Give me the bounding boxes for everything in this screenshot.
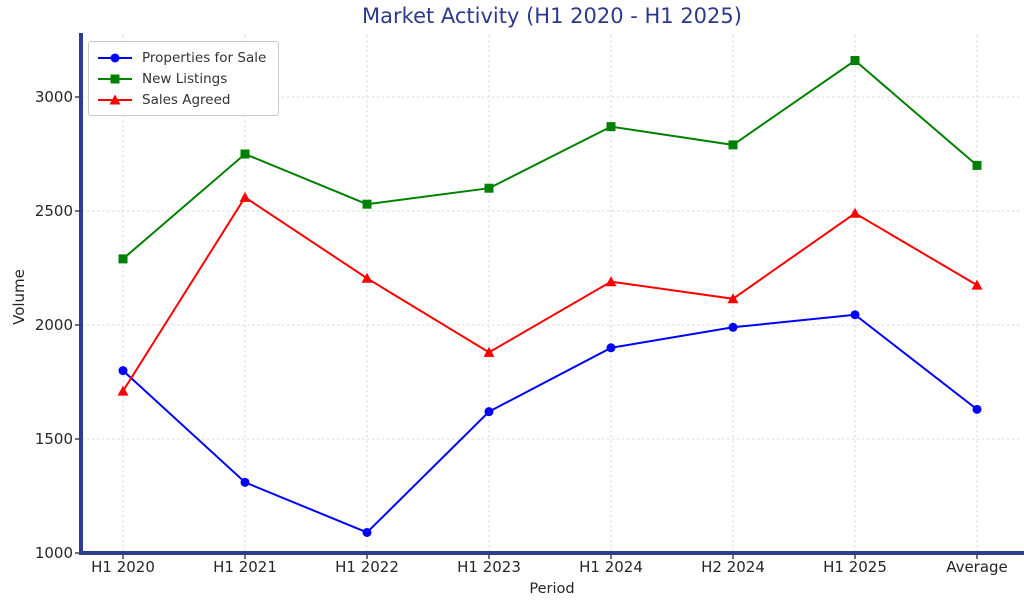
circle-marker bbox=[110, 53, 120, 62]
y-tick-label: 3000 bbox=[35, 88, 73, 106]
x-axis-label: Period bbox=[529, 581, 575, 597]
series-line bbox=[122, 195, 978, 392]
x-tick-label: H1 2020 bbox=[91, 558, 155, 576]
circle-marker bbox=[606, 343, 616, 353]
triangle-marker bbox=[109, 94, 121, 104]
series-line bbox=[122, 59, 978, 260]
legend-item-new-listings: New Listings bbox=[97, 68, 266, 89]
legend-item-sales-agreed: Sales Agreed bbox=[97, 89, 266, 110]
legend-label: New Listings bbox=[142, 70, 228, 87]
x-tick-label: H1 2022 bbox=[335, 558, 399, 576]
circle-legend-sample bbox=[98, 53, 132, 62]
legend: Properties for Sale New Listings Sales Agr… bbox=[88, 41, 280, 116]
square-marker bbox=[484, 183, 494, 193]
square-marker bbox=[240, 149, 250, 159]
circle-marker bbox=[850, 310, 860, 320]
x-tick-label: H1 2025 bbox=[823, 558, 887, 576]
square-marker bbox=[850, 56, 860, 66]
x-tick-label: H1 2023 bbox=[457, 558, 521, 576]
square-marker bbox=[606, 122, 616, 132]
legend-label: Sales Agreed bbox=[142, 91, 231, 108]
x-tick-label: Average bbox=[946, 558, 1008, 576]
y-tick-label: 1500 bbox=[35, 430, 73, 448]
triangle-marker bbox=[605, 276, 617, 287]
y-tick-label: 2000 bbox=[35, 316, 73, 334]
square-marker bbox=[362, 199, 372, 209]
square-legend-sample bbox=[98, 74, 132, 83]
y-tick-label: 2500 bbox=[35, 202, 73, 220]
legend-label: Properties for Sale bbox=[142, 49, 267, 66]
triangle-legend-sample bbox=[98, 94, 132, 104]
triangle-marker bbox=[727, 293, 739, 304]
series-line bbox=[122, 313, 978, 534]
series-sales-agreed bbox=[117, 191, 983, 396]
chart-title: Market Activity (H1 2020 - H1 2025) bbox=[362, 4, 742, 28]
y-axis-label: Volume bbox=[10, 269, 28, 325]
triangle-marker bbox=[361, 272, 373, 283]
square-marker bbox=[728, 140, 738, 150]
circle-marker bbox=[240, 477, 250, 487]
triangle-marker bbox=[483, 346, 495, 357]
square-marker bbox=[110, 74, 120, 83]
triangle-marker bbox=[971, 279, 983, 290]
series-properties-for-sale bbox=[118, 310, 982, 537]
triangle-marker bbox=[239, 191, 251, 202]
legend-item-properties-for-sale: Properties for Sale bbox=[97, 47, 266, 68]
square-marker bbox=[972, 160, 982, 170]
circle-marker bbox=[484, 407, 494, 417]
circle-marker bbox=[728, 322, 738, 332]
x-tick-label: H2 2024 bbox=[701, 558, 765, 576]
triangle-marker bbox=[117, 385, 129, 396]
circle-marker bbox=[362, 527, 372, 537]
x-tick-label: H1 2024 bbox=[579, 558, 643, 576]
y-tick-label: 1000 bbox=[35, 544, 73, 562]
x-tick-label: H1 2021 bbox=[213, 558, 277, 576]
triangle-marker bbox=[849, 207, 861, 218]
square-marker bbox=[118, 254, 128, 264]
circle-marker bbox=[118, 366, 128, 376]
series-new-listings bbox=[118, 56, 982, 264]
circle-marker bbox=[972, 404, 982, 414]
